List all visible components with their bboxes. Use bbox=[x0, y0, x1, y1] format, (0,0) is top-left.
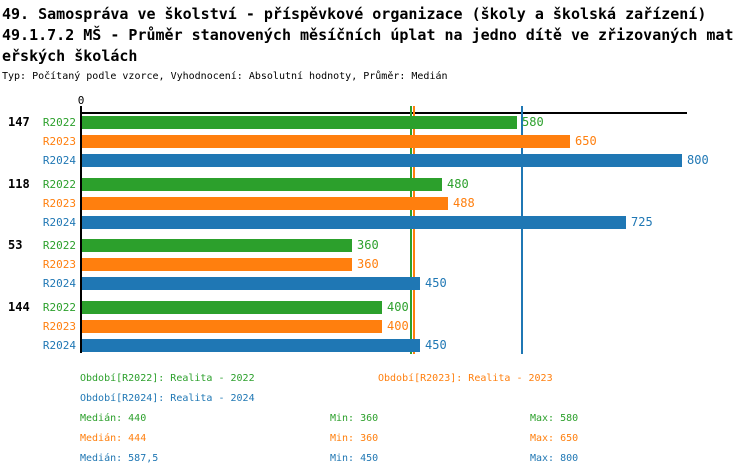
report-title-line1: 49. Samospráva ve školství - příspěvkové… bbox=[2, 5, 707, 23]
chart-plot: 0 147 R2022 580 R2023 650 R2024 800 118 R2022 480… bbox=[0, 83, 750, 357]
legend-and-stats: Období[R2022]: Realita - 2022 Období[R20… bbox=[0, 357, 750, 473]
stat-median-r2022: Medián: 440 bbox=[80, 413, 147, 424]
stat-max-r2023: Max: 650 bbox=[530, 433, 579, 444]
bar-147-r2023 bbox=[82, 135, 570, 148]
bar-value-label: 580 bbox=[522, 115, 544, 129]
bar-147-r2022 bbox=[82, 116, 517, 129]
bar-118-r2023 bbox=[82, 197, 448, 210]
stat-min-r2024: Min: 450 bbox=[330, 453, 379, 464]
bar-value-label: 400 bbox=[387, 319, 409, 333]
bar-118-r2024 bbox=[82, 216, 626, 229]
bar-53-r2023 bbox=[82, 258, 352, 271]
stat-median-r2023: Medián: 444 bbox=[80, 433, 147, 444]
bar-value-label: 650 bbox=[575, 134, 597, 148]
bar-value-label: 480 bbox=[447, 177, 469, 191]
row-label-r2022: R2022 bbox=[42, 116, 76, 129]
bar-value-label: 400 bbox=[387, 300, 409, 314]
report-header: 49. Samospráva ve školství - příspěvkové… bbox=[0, 0, 750, 83]
bar-147-r2024 bbox=[82, 154, 682, 167]
row-label-r2024: R2024 bbox=[42, 216, 76, 229]
row-label-r2024: R2024 bbox=[42, 339, 76, 352]
stat-min-r2022: Min: 360 bbox=[330, 413, 379, 424]
median-line-r2022 bbox=[410, 106, 412, 354]
row-label-r2022: R2022 bbox=[42, 178, 76, 191]
bar-144-r2023 bbox=[82, 320, 382, 333]
bar-value-label: 360 bbox=[357, 238, 379, 252]
stat-max-r2024: Max: 800 bbox=[530, 453, 579, 464]
bar-53-r2022 bbox=[82, 239, 352, 252]
legend-item-r2024: Období[R2024]: Realita - 2024 bbox=[80, 393, 255, 404]
median-line-r2023 bbox=[413, 106, 415, 354]
bar-53-r2024 bbox=[82, 277, 420, 290]
legend-item-r2022: Období[R2022]: Realita - 2022 bbox=[80, 373, 255, 384]
row-label-r2023: R2023 bbox=[42, 258, 76, 271]
median-line-r2024 bbox=[521, 106, 523, 354]
group-label-144: 144 bbox=[8, 300, 30, 314]
bar-144-r2022 bbox=[82, 301, 382, 314]
bar-value-label: 800 bbox=[687, 153, 709, 167]
report-subtitle: Typ: Počítaný podle vzorce, Vyhodnocení:… bbox=[2, 71, 448, 82]
row-label-r2024: R2024 bbox=[42, 277, 76, 290]
bar-value-label: 488 bbox=[453, 196, 475, 210]
row-label-r2023: R2023 bbox=[42, 135, 76, 148]
axis-line-left bbox=[80, 112, 82, 353]
stat-median-r2024: Medián: 587,5 bbox=[80, 453, 159, 464]
row-label-r2024: R2024 bbox=[42, 154, 76, 167]
group-label-53: 53 bbox=[8, 238, 23, 252]
report-title-line2: 49.1.7.2 MŠ - Průměr stanovených měsíční… bbox=[2, 26, 734, 65]
row-label-r2022: R2022 bbox=[42, 301, 76, 314]
bar-118-r2022 bbox=[82, 178, 442, 191]
group-label-147: 147 bbox=[8, 115, 30, 129]
bar-144-r2024 bbox=[82, 339, 420, 352]
stat-max-r2022: Max: 580 bbox=[530, 413, 579, 424]
row-label-r2022: R2022 bbox=[42, 239, 76, 252]
bar-value-label: 450 bbox=[425, 338, 447, 352]
axis-line-top bbox=[80, 112, 687, 114]
axis-origin-label: 0 bbox=[77, 94, 85, 107]
row-label-r2023: R2023 bbox=[42, 197, 76, 210]
bar-value-label: 360 bbox=[357, 257, 379, 271]
group-label-118: 118 bbox=[8, 177, 30, 191]
stat-min-r2023: Min: 360 bbox=[330, 433, 379, 444]
axis-origin-tick bbox=[80, 106, 82, 112]
bar-value-label: 450 bbox=[425, 276, 447, 290]
bar-value-label: 725 bbox=[631, 215, 653, 229]
legend-item-r2023: Období[R2023]: Realita - 2023 bbox=[378, 373, 553, 384]
row-label-r2023: R2023 bbox=[42, 320, 76, 333]
